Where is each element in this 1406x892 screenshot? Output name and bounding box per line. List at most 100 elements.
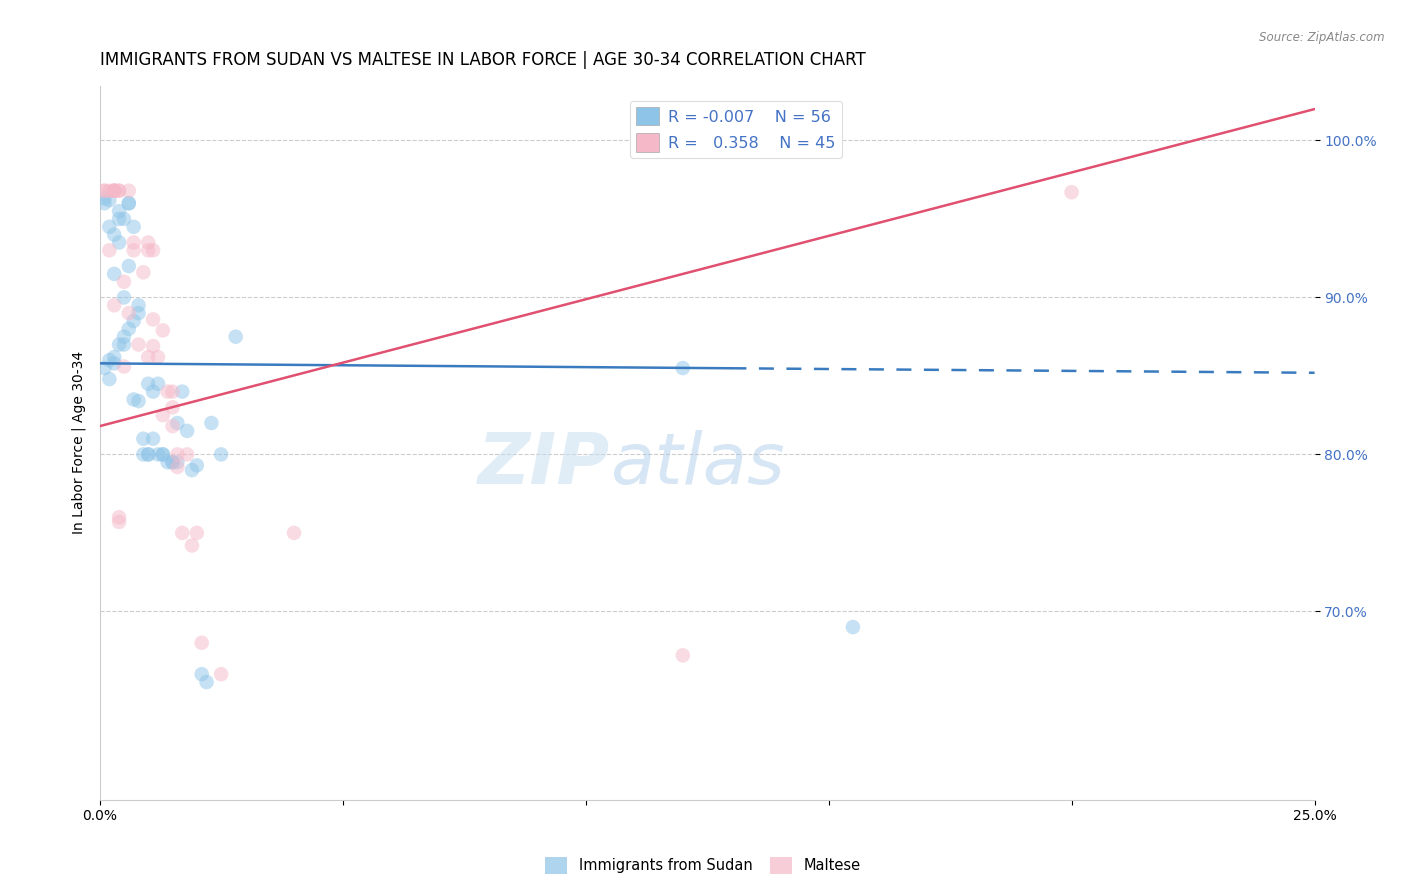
Point bbox=[132, 432, 155, 446]
Point bbox=[142, 244, 165, 258]
Point bbox=[98, 244, 121, 258]
Point bbox=[156, 455, 179, 469]
Point bbox=[672, 648, 695, 663]
Point bbox=[172, 384, 194, 399]
Point bbox=[112, 337, 135, 351]
Point bbox=[118, 322, 141, 336]
Point bbox=[162, 384, 184, 399]
Point bbox=[166, 460, 188, 475]
Point bbox=[176, 424, 198, 438]
Point bbox=[122, 314, 145, 328]
Point bbox=[136, 376, 159, 391]
Point bbox=[93, 184, 115, 198]
Point bbox=[108, 515, 131, 529]
Point bbox=[108, 184, 131, 198]
Point bbox=[108, 184, 131, 198]
Point bbox=[118, 259, 141, 273]
Point bbox=[98, 184, 121, 198]
Point bbox=[112, 290, 135, 304]
Point bbox=[98, 219, 121, 234]
Point bbox=[146, 447, 169, 461]
Point bbox=[200, 416, 222, 430]
Point bbox=[118, 196, 141, 211]
Point bbox=[146, 376, 169, 391]
Point bbox=[166, 455, 188, 469]
Point bbox=[181, 463, 204, 477]
Point bbox=[156, 384, 179, 399]
Point bbox=[108, 204, 131, 219]
Point bbox=[118, 196, 141, 211]
Point bbox=[93, 184, 115, 198]
Point bbox=[128, 298, 150, 312]
Point bbox=[122, 244, 145, 258]
Point bbox=[118, 306, 141, 320]
Point bbox=[103, 184, 125, 198]
Point bbox=[112, 211, 135, 226]
Point bbox=[108, 510, 131, 524]
Point bbox=[152, 447, 174, 461]
Point bbox=[103, 350, 125, 364]
Point bbox=[128, 306, 150, 320]
Point bbox=[103, 184, 125, 198]
Point bbox=[166, 447, 188, 461]
Point bbox=[108, 211, 131, 226]
Text: Source: ZipAtlas.com: Source: ZipAtlas.com bbox=[1260, 31, 1385, 45]
Point bbox=[186, 525, 208, 540]
Point bbox=[93, 196, 115, 211]
Point bbox=[162, 455, 184, 469]
Legend: Immigrants from Sudan, Maltese: Immigrants from Sudan, Maltese bbox=[540, 851, 866, 880]
Point bbox=[128, 337, 150, 351]
Point bbox=[283, 525, 305, 540]
Point bbox=[190, 667, 212, 681]
Point bbox=[103, 356, 125, 370]
Point bbox=[112, 275, 135, 289]
Point bbox=[162, 419, 184, 434]
Text: IMMIGRANTS FROM SUDAN VS MALTESE IN LABOR FORCE | AGE 30-34 CORRELATION CHART: IMMIGRANTS FROM SUDAN VS MALTESE IN LABO… bbox=[100, 51, 865, 69]
Point bbox=[186, 458, 208, 473]
Point bbox=[209, 667, 232, 681]
Point bbox=[142, 312, 165, 326]
Point bbox=[142, 339, 165, 353]
Point bbox=[108, 337, 131, 351]
Point bbox=[136, 244, 159, 258]
Point bbox=[136, 350, 159, 364]
Point bbox=[209, 447, 232, 461]
Point bbox=[142, 432, 165, 446]
Point bbox=[172, 525, 194, 540]
Point bbox=[103, 227, 125, 242]
Point bbox=[225, 329, 247, 343]
Point bbox=[132, 265, 155, 279]
Point bbox=[98, 353, 121, 368]
Point bbox=[1060, 186, 1083, 200]
Point bbox=[162, 401, 184, 415]
Point bbox=[98, 193, 121, 207]
Point bbox=[146, 350, 169, 364]
Point bbox=[672, 361, 695, 376]
Point bbox=[190, 636, 212, 650]
Point bbox=[118, 184, 141, 198]
Point bbox=[122, 219, 145, 234]
Point bbox=[132, 447, 155, 461]
Point bbox=[103, 267, 125, 281]
Point bbox=[103, 184, 125, 198]
Point bbox=[136, 235, 159, 250]
Point bbox=[103, 298, 125, 312]
Point bbox=[142, 384, 165, 399]
Point bbox=[98, 372, 121, 386]
Legend: R = -0.007    N = 56, R =   0.358    N = 45: R = -0.007 N = 56, R = 0.358 N = 45 bbox=[630, 101, 842, 158]
Point bbox=[136, 447, 159, 461]
Point bbox=[195, 675, 218, 690]
Point bbox=[152, 408, 174, 422]
Point bbox=[181, 538, 204, 552]
Point bbox=[162, 455, 184, 469]
Point bbox=[93, 361, 115, 376]
Text: ZIP: ZIP bbox=[478, 430, 610, 499]
Point bbox=[112, 359, 135, 374]
Point bbox=[122, 392, 145, 407]
Point bbox=[176, 447, 198, 461]
Point bbox=[136, 447, 159, 461]
Point bbox=[103, 184, 125, 198]
Y-axis label: In Labor Force | Age 30-34: In Labor Force | Age 30-34 bbox=[72, 351, 86, 534]
Point bbox=[152, 323, 174, 337]
Point bbox=[122, 235, 145, 250]
